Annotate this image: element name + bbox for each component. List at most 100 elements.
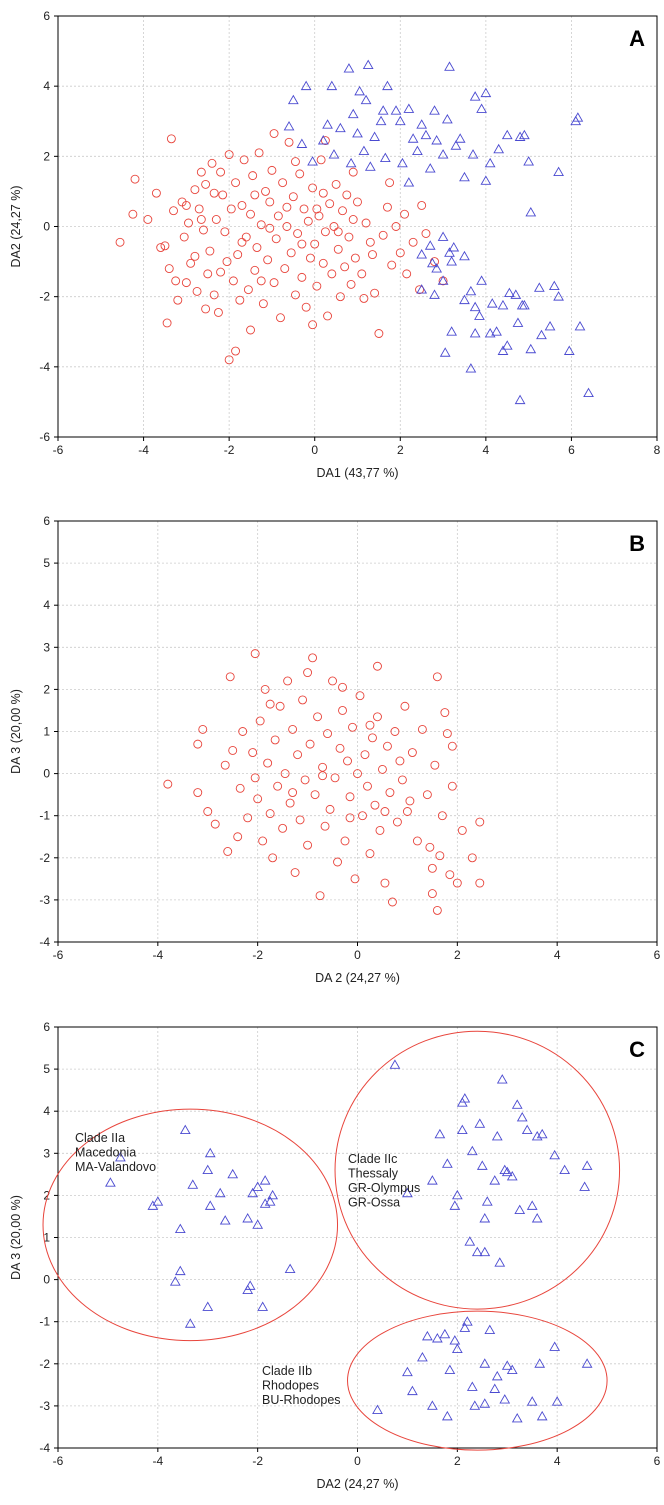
y-tick-label: 1 (43, 1231, 50, 1245)
triangle-point (372, 1404, 383, 1415)
circle-point (173, 295, 183, 305)
circle-point (385, 788, 395, 797)
y-tick-label: -4 (39, 1441, 50, 1455)
circle-point (267, 165, 277, 175)
panel-letter: A (629, 26, 645, 51)
triangle-point (579, 1181, 590, 1191)
triangle-point (534, 1358, 546, 1368)
triangle-point (518, 129, 530, 140)
circle-point (193, 739, 203, 749)
triangle-point (335, 122, 346, 133)
y-tick-label: -2 (39, 290, 50, 304)
y-tick-label: 4 (43, 598, 50, 612)
triangle-point (437, 149, 449, 159)
triangle-point (454, 133, 466, 143)
triangle-point (358, 145, 370, 155)
circle-point (395, 756, 405, 766)
triangle-point (259, 1198, 271, 1208)
circle-point (440, 708, 450, 718)
circle-point (209, 188, 219, 198)
circle-point (365, 720, 375, 730)
circle-point (380, 878, 390, 888)
circle-point (355, 691, 365, 701)
y-tick-label: -3 (39, 893, 50, 907)
triangle-point (476, 103, 487, 113)
circle-point (435, 851, 445, 861)
circle-point (255, 716, 265, 726)
circle-point (253, 794, 263, 804)
circle-point (246, 325, 255, 335)
triangle-point (491, 1370, 503, 1381)
circle-point (291, 157, 300, 167)
circle-point (432, 672, 442, 682)
y-tick-label: 2 (43, 149, 50, 163)
y-axis-label: DA 3 (20,00 %) (9, 1195, 23, 1280)
circle-point (447, 741, 457, 751)
circle-point (151, 188, 161, 198)
circle-point (273, 781, 283, 791)
circle-point (194, 204, 204, 214)
circle-point (445, 870, 455, 880)
circle-point (199, 225, 208, 235)
triangle-point (402, 1187, 413, 1198)
x-tick-label: 6 (654, 1454, 661, 1468)
triangle-point (416, 284, 428, 294)
circle-point (231, 346, 241, 356)
triangle-point (506, 1364, 518, 1375)
triangle-point (501, 1166, 513, 1177)
triangle-point (471, 1246, 483, 1257)
triangle-point (499, 1164, 511, 1175)
triangle-point (354, 85, 366, 96)
circle-point (285, 798, 295, 808)
triangle-point (202, 1301, 214, 1311)
triangle-point (450, 140, 462, 150)
triangle-point (169, 1276, 181, 1286)
triangle-point (484, 327, 496, 338)
circle-point (115, 237, 125, 247)
triangle-point (464, 1236, 476, 1246)
triangle-point (179, 1124, 191, 1135)
y-tick-label: 5 (43, 1062, 50, 1076)
y-axis-label: DA2 (24,27 %) (9, 186, 23, 268)
triangle-point (439, 347, 451, 357)
circle-point (329, 222, 339, 231)
triangle-point (461, 1316, 473, 1326)
triangle-point (536, 1128, 548, 1139)
x-tick-label: 4 (554, 1454, 561, 1468)
circle-point (201, 179, 211, 189)
x-tick-label: 6 (654, 948, 661, 962)
circle-point (166, 134, 176, 144)
triangle-point (307, 156, 318, 166)
triangle-point (439, 1328, 451, 1339)
triangle-point (326, 80, 338, 91)
circle-point (256, 276, 266, 286)
triangle-point (459, 294, 470, 305)
y-tick-label: 4 (43, 1104, 50, 1118)
circle-point (237, 200, 247, 210)
triangle-point (204, 1147, 216, 1158)
triangle-point (257, 1301, 269, 1311)
circle-point (210, 819, 220, 829)
circle-point (250, 265, 260, 275)
triangle-point (420, 129, 432, 140)
y-tick-label: -3 (39, 1399, 50, 1413)
circle-point (335, 292, 345, 302)
circle-point (225, 672, 235, 682)
circle-point (213, 308, 223, 317)
circle-point (383, 741, 392, 751)
circle-point (331, 179, 341, 189)
circle-point (293, 750, 303, 760)
circle-point (268, 853, 278, 863)
triangle-point (551, 1396, 563, 1406)
circle-point (368, 733, 377, 743)
y-axis-label: DA 3 (20,00 %) (9, 689, 23, 774)
triangle-point (402, 1366, 413, 1377)
triangle-point (504, 287, 515, 298)
circle-point (427, 863, 437, 873)
triangle-point (563, 345, 575, 355)
y-tick-label: 2 (43, 682, 50, 696)
triangle-point (549, 1149, 561, 1160)
triangle-point (456, 1124, 468, 1135)
